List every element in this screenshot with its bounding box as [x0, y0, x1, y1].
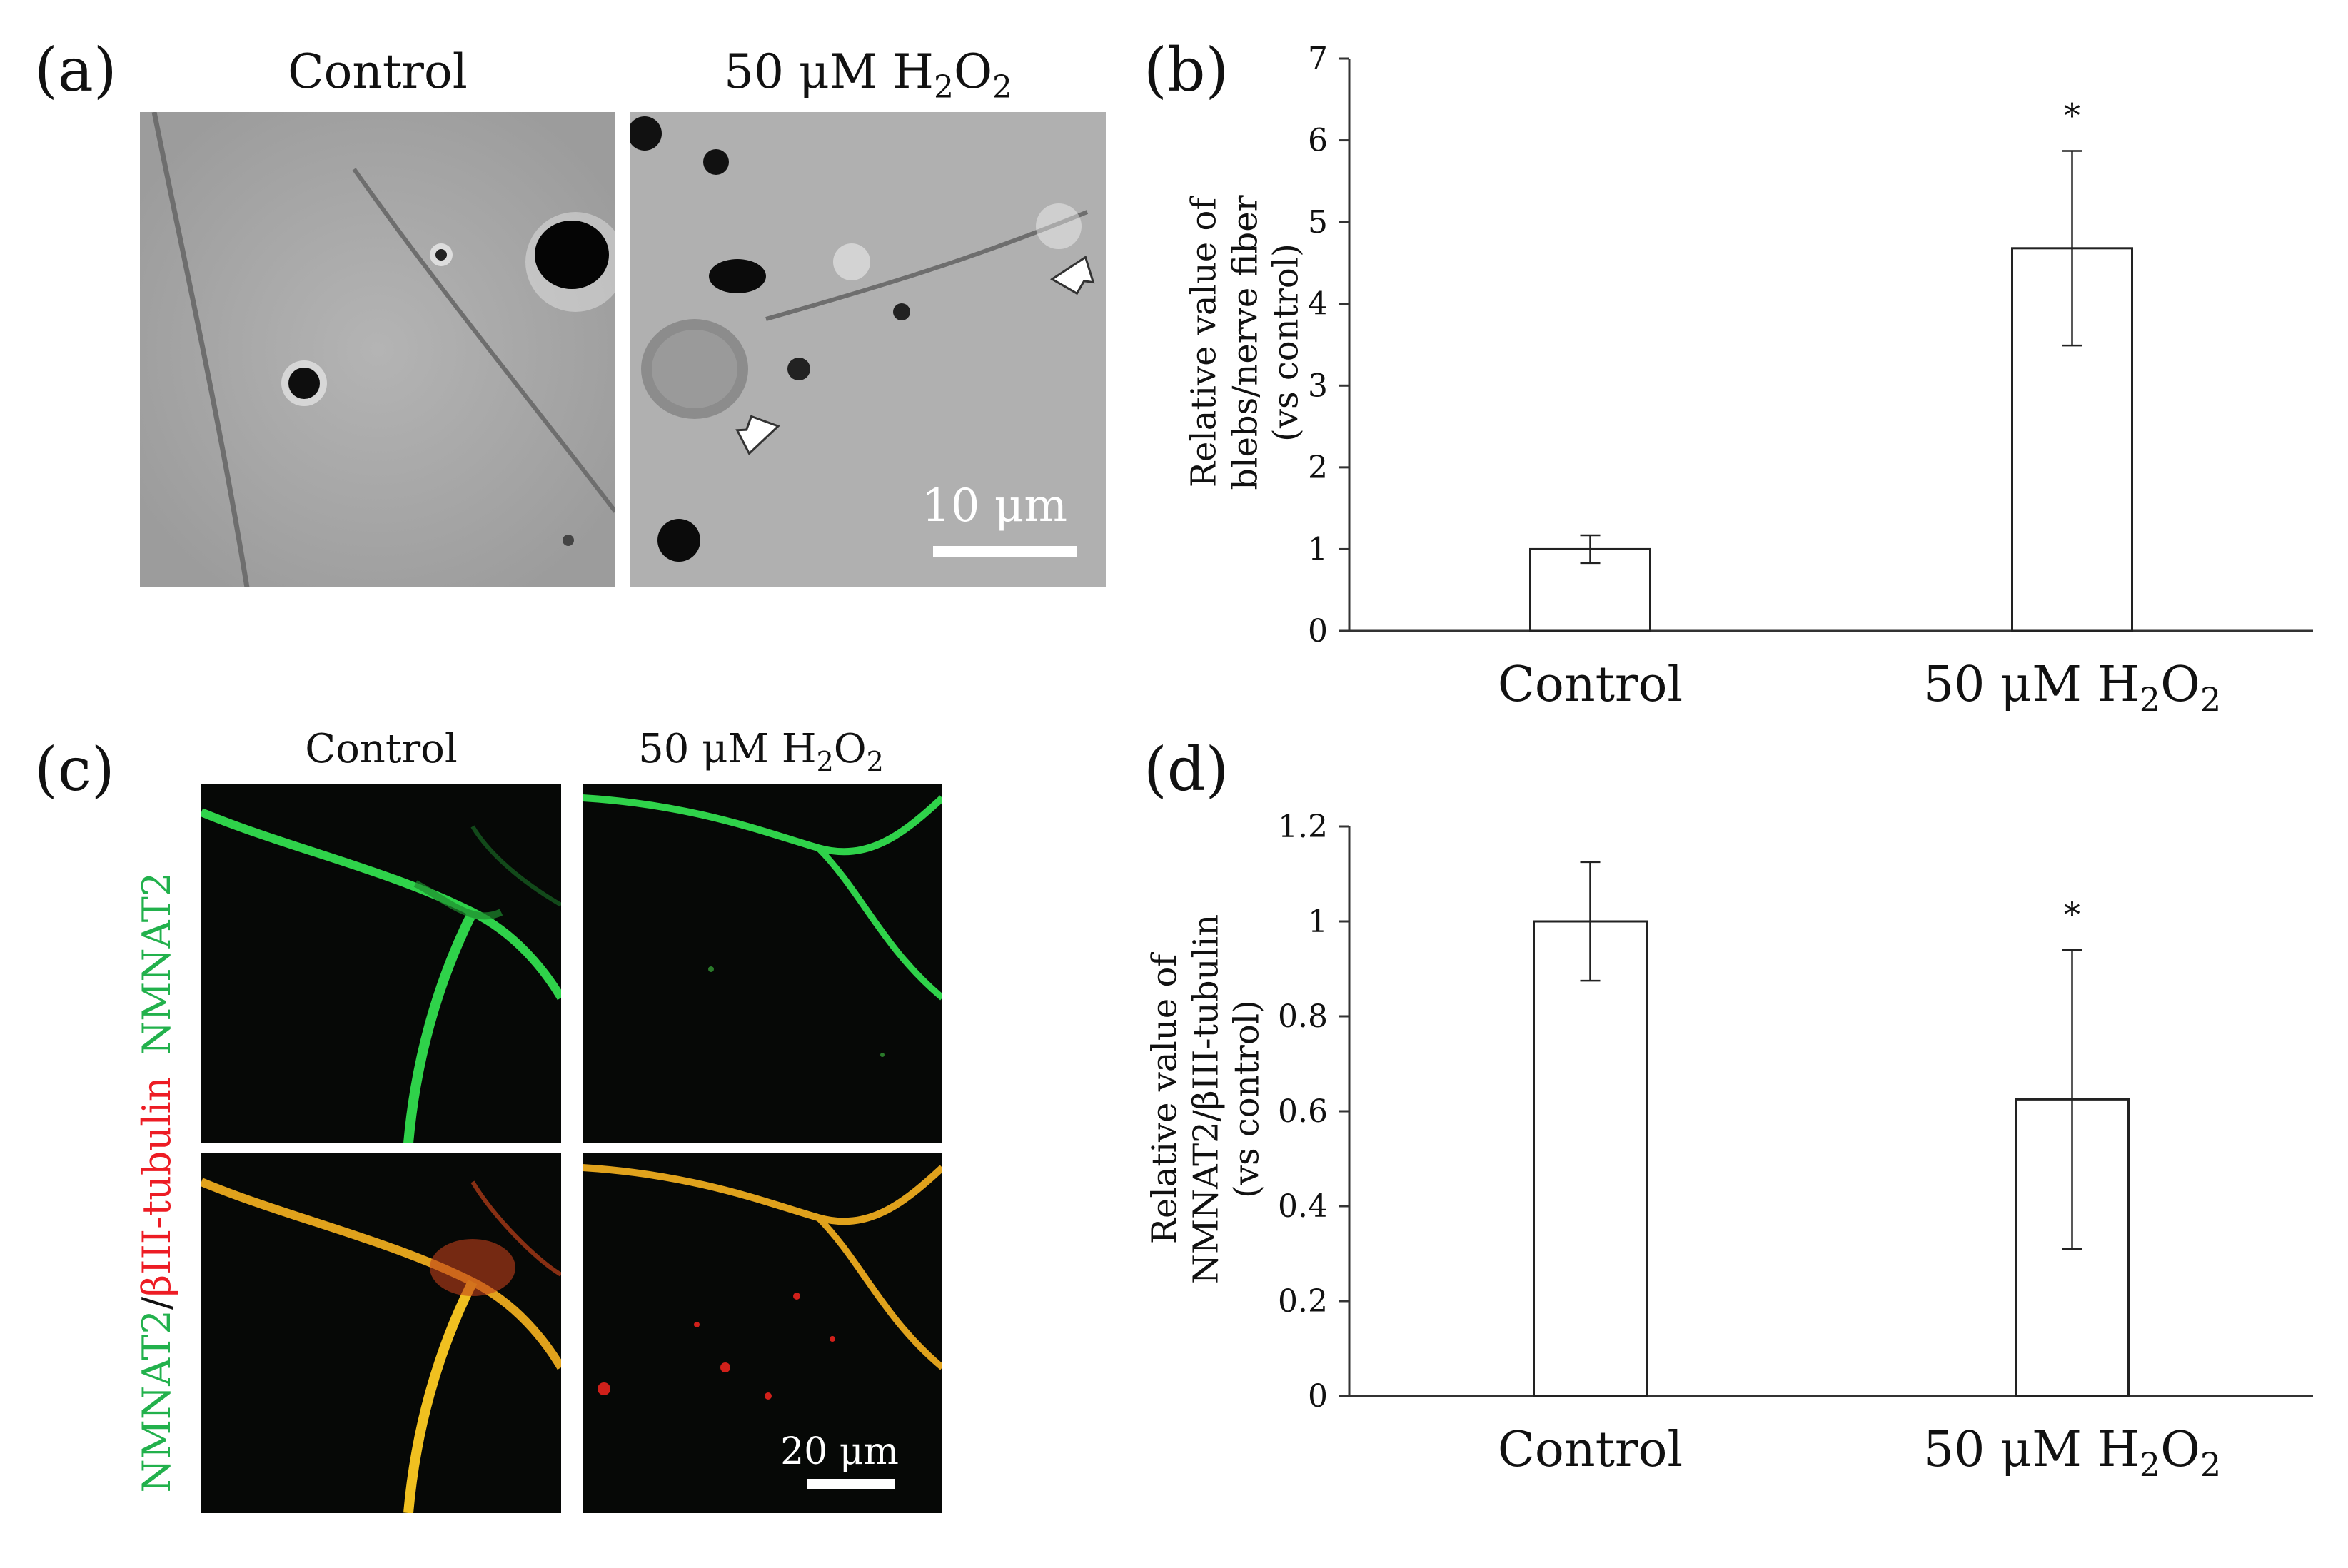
- panel-b-letter: (b): [1144, 35, 1229, 105]
- panel-d-chart: 0 0.2 0.4 0.6 0.8 1 1.2 Control * 50 μM H2O2: [1278, 809, 2313, 1484]
- panel-c-right-title: 50 μM H2O2: [638, 726, 884, 778]
- y-tick-label: 0.2: [1278, 1283, 1328, 1320]
- x-category-label: Control: [1498, 1422, 1683, 1478]
- panel-d-letter: (d): [1144, 734, 1229, 804]
- y-tick-label: 0.4: [1278, 1188, 1328, 1225]
- y-tick-label: 4: [1308, 286, 1328, 323]
- nmnat2-h2o2-image: [583, 784, 942, 1143]
- bar: [1533, 920, 1648, 1397]
- y-tick-label: 1: [1308, 904, 1328, 940]
- y-tick-label: 7: [1308, 41, 1328, 77]
- y-tick-label: 1.2: [1278, 809, 1328, 845]
- y-tick-label: 0: [1308, 1378, 1328, 1415]
- y-tick-label: 3: [1308, 368, 1328, 404]
- phase-contrast-h2o2-image: 10 μm: [630, 112, 1106, 587]
- panel-a-scale-bar: [933, 546, 1077, 557]
- panel-c-scale-bar: [807, 1479, 895, 1489]
- y-tick-label: 6: [1308, 123, 1328, 159]
- nmnat2-control-image: [201, 784, 561, 1143]
- phase-contrast-control-image: [140, 112, 615, 587]
- merged-h2o2-image: 20 μm: [583, 1153, 942, 1513]
- y-tick-label: 0.8: [1278, 998, 1328, 1035]
- panel-a-right-title: 50 μM H2O2: [723, 44, 1013, 106]
- panel-a-letter: (a): [34, 35, 117, 105]
- x-category-label: Control: [1498, 657, 1683, 713]
- x-category-label: 50 μM H2O2: [1923, 1422, 2221, 1484]
- y-tick-label: 2: [1308, 450, 1328, 486]
- y-tick-label: 0.6: [1278, 1093, 1328, 1130]
- merged-control-image: [201, 1153, 561, 1513]
- x-category-label: 50 μM H2O2: [1923, 657, 2221, 719]
- y-tick-label: 1: [1308, 531, 1328, 567]
- panel-c-letter: (c): [34, 734, 115, 804]
- panel-a-left-title: Control: [288, 44, 468, 99]
- y-tick-label: 0: [1308, 613, 1328, 649]
- significance-marker: *: [2064, 895, 2080, 934]
- panel-a-scale-label: 10 μm: [921, 480, 1068, 532]
- panel-c-left-title: Control: [305, 726, 458, 772]
- panel-b-chart: 0 1 2 3 4 5 6 7 Control * 50 μM H2O2: [1308, 41, 2313, 719]
- y-tick-label: 5: [1308, 204, 1328, 241]
- panel-c-scale-label: 20 μm: [780, 1430, 899, 1473]
- significance-marker: *: [2064, 96, 2080, 134]
